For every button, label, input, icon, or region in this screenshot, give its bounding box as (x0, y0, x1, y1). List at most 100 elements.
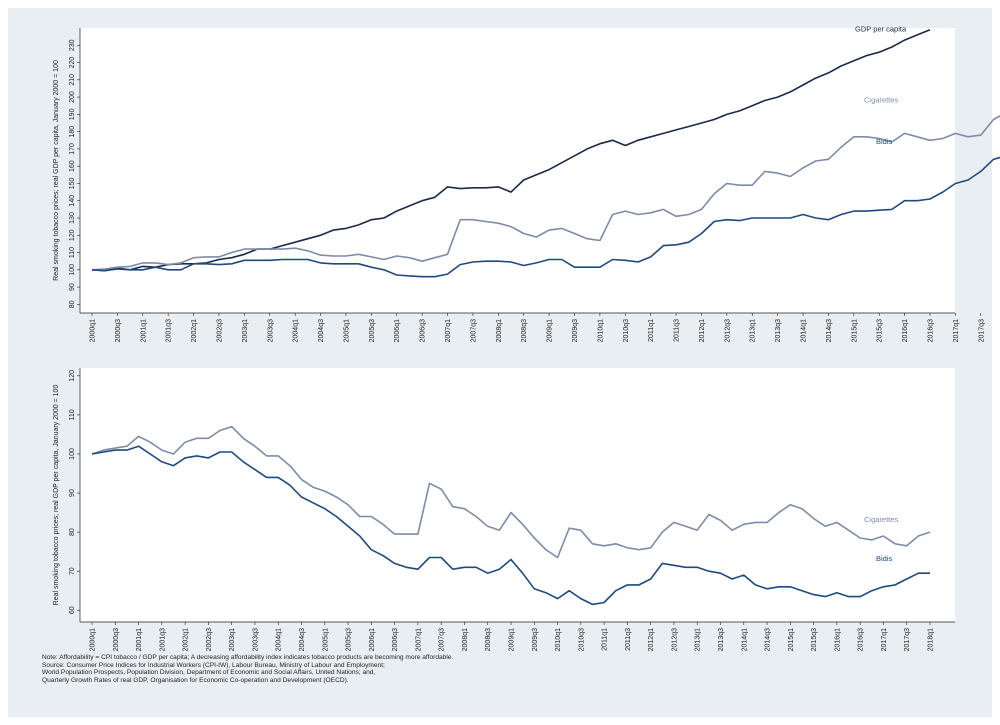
y-tick-label: 130 (69, 212, 76, 224)
x-tick-label: 2016q1 (902, 319, 909, 342)
x-tick-label: 2010q3 (578, 628, 585, 651)
y-tick-label: 70 (69, 567, 76, 575)
y-tick-label: 90 (69, 489, 76, 497)
x-tick-label: 2005q3 (369, 319, 376, 342)
x-tick-label: 2004q1 (276, 628, 283, 651)
x-tick-label: 2001q3 (159, 628, 166, 651)
x-tick-label: 2013q1 (695, 628, 702, 651)
x-tick-label: 2017q3 (904, 628, 911, 651)
x-tick-label: 2009q3 (572, 319, 579, 342)
x-tick-label: 2012q1 (699, 319, 706, 342)
x-tick-label: 2015q1 (851, 319, 858, 342)
series-label: GDP per capita (855, 25, 907, 34)
x-tick-label: 2017q1 (953, 319, 960, 342)
x-tick-label: 2007q3 (470, 319, 477, 342)
x-tick-label: 2018q1 (928, 628, 935, 651)
x-tick-label: 2002q3 (216, 319, 223, 342)
series-line-gdp-per-capita (91, 28, 931, 272)
series-label: Bidis (876, 554, 893, 563)
y-tick-label: 190 (69, 108, 76, 120)
x-tick-label: 2004q3 (299, 628, 306, 651)
plot-area (80, 28, 955, 313)
x-tick-label: 2007q3 (439, 628, 446, 651)
x-tick-label: 2016q1 (834, 628, 841, 651)
x-tick-label: 2015q3 (811, 628, 818, 651)
x-tick-label: 2006q1 (394, 319, 401, 342)
y-tick-label: 100 (69, 264, 76, 276)
x-tick-label: 2000q3 (115, 319, 122, 342)
x-tick-label: 2015q1 (788, 628, 795, 651)
plot-area (80, 368, 955, 622)
x-tick-label: 2000q1 (90, 319, 97, 342)
x-tick-label: 2014q3 (826, 319, 833, 342)
x-tick-label: 2011q3 (625, 628, 632, 651)
figure-notes: Note: Affordability = CPI tobacco / GDP … (42, 654, 942, 684)
x-tick-label: 2002q1 (191, 319, 198, 342)
x-tick-label: 2016q3 (858, 628, 865, 651)
x-tick-label: 2017q3 (978, 319, 985, 342)
x-tick-label: 2013q1 (750, 319, 757, 342)
y-tick-label: 230 (69, 39, 76, 51)
x-tick-label: 2008q1 (496, 319, 503, 342)
x-tick-label: 2005q1 (322, 628, 329, 651)
x-tick-label: 2005q3 (346, 628, 353, 651)
series-line-bidis (91, 156, 1000, 278)
x-tick-label: 2003q1 (242, 319, 249, 342)
series-label: Cigarettes (864, 96, 898, 105)
x-tick-label: 2011q1 (602, 628, 609, 651)
y-tick-label: 210 (69, 74, 76, 86)
x-tick-label: 2008q3 (521, 319, 528, 342)
x-tick-label: 2009q1 (547, 319, 554, 342)
x-tick-label: 2015q3 (877, 319, 884, 342)
y-tick-label: 120 (69, 370, 76, 382)
x-tick-label: 2013q3 (718, 628, 725, 651)
x-tick-label: 2013q3 (775, 319, 782, 342)
source-line: Source: Consumer Price Indices for Indus… (42, 661, 385, 669)
y-axis-title: Real smoking tobacco prices; real GDP pe… (53, 385, 60, 606)
x-tick-label: 2004q3 (318, 319, 325, 342)
x-tick-label: 2012q3 (671, 628, 678, 651)
x-tick-label: 2001q1 (136, 628, 143, 651)
y-tick-label: 170 (69, 143, 76, 155)
x-tick-label: 2000q1 (90, 628, 97, 651)
y-tick-label: 220 (69, 57, 76, 69)
x-tick-label: 2000q3 (113, 628, 120, 651)
y-tick-label: 80 (69, 528, 76, 536)
x-tick-label: 2006q3 (420, 319, 427, 342)
x-tick-label: 2008q3 (485, 628, 492, 651)
x-tick-label: 2003q1 (229, 628, 236, 651)
series-line-bidis (91, 445, 930, 606)
y-tick-label: 90 (69, 283, 76, 291)
x-tick-label: 2007q1 (445, 319, 452, 342)
y-tick-label: 200 (69, 91, 76, 103)
x-tick-label: 2005q1 (343, 319, 350, 342)
y-tick-label: 60 (69, 606, 76, 614)
chart-panel-1: 80 90 100 110 120 130 140 150 160 170 180 190 200 210… (53, 25, 1000, 342)
series-label: Cigarettes (864, 515, 898, 524)
y-tick-label: 80 (69, 300, 76, 308)
x-tick-label: 2002q1 (183, 628, 190, 651)
series-label: Bidis (876, 137, 893, 146)
x-tick-label: 2006q1 (369, 628, 376, 651)
y-tick-label: 140 (69, 195, 76, 207)
y-tick-label: 110 (69, 409, 76, 420)
y-axis-title: Real smoking tobacco prices; real GDP pe… (53, 60, 60, 281)
y-tick-label: 120 (69, 229, 76, 241)
source-line: World Population Prospects, Population D… (42, 669, 376, 677)
x-tick-label: 2011q3 (674, 319, 681, 342)
x-tick-label: 2016q3 (928, 319, 935, 342)
x-tick-label: 2011q1 (648, 319, 655, 342)
x-tick-label: 2014q1 (741, 628, 748, 651)
y-tick-label: 150 (69, 178, 76, 190)
x-tick-label: 2003q3 (252, 628, 259, 651)
x-tick-label: 2010q1 (597, 319, 604, 342)
x-tick-label: 2004q1 (293, 319, 300, 342)
y-tick-label: 180 (69, 126, 76, 138)
chart-panel-2: 60 70 80 90 100 110 120 Real smoking tobacco pr… (53, 368, 955, 651)
y-tick-label: 160 (69, 160, 76, 172)
x-tick-label: 2017q1 (881, 628, 888, 651)
x-tick-label: 2001q1 (140, 319, 147, 342)
series-line-cigarettes (91, 115, 1000, 271)
x-tick-label: 2012q1 (648, 628, 655, 651)
